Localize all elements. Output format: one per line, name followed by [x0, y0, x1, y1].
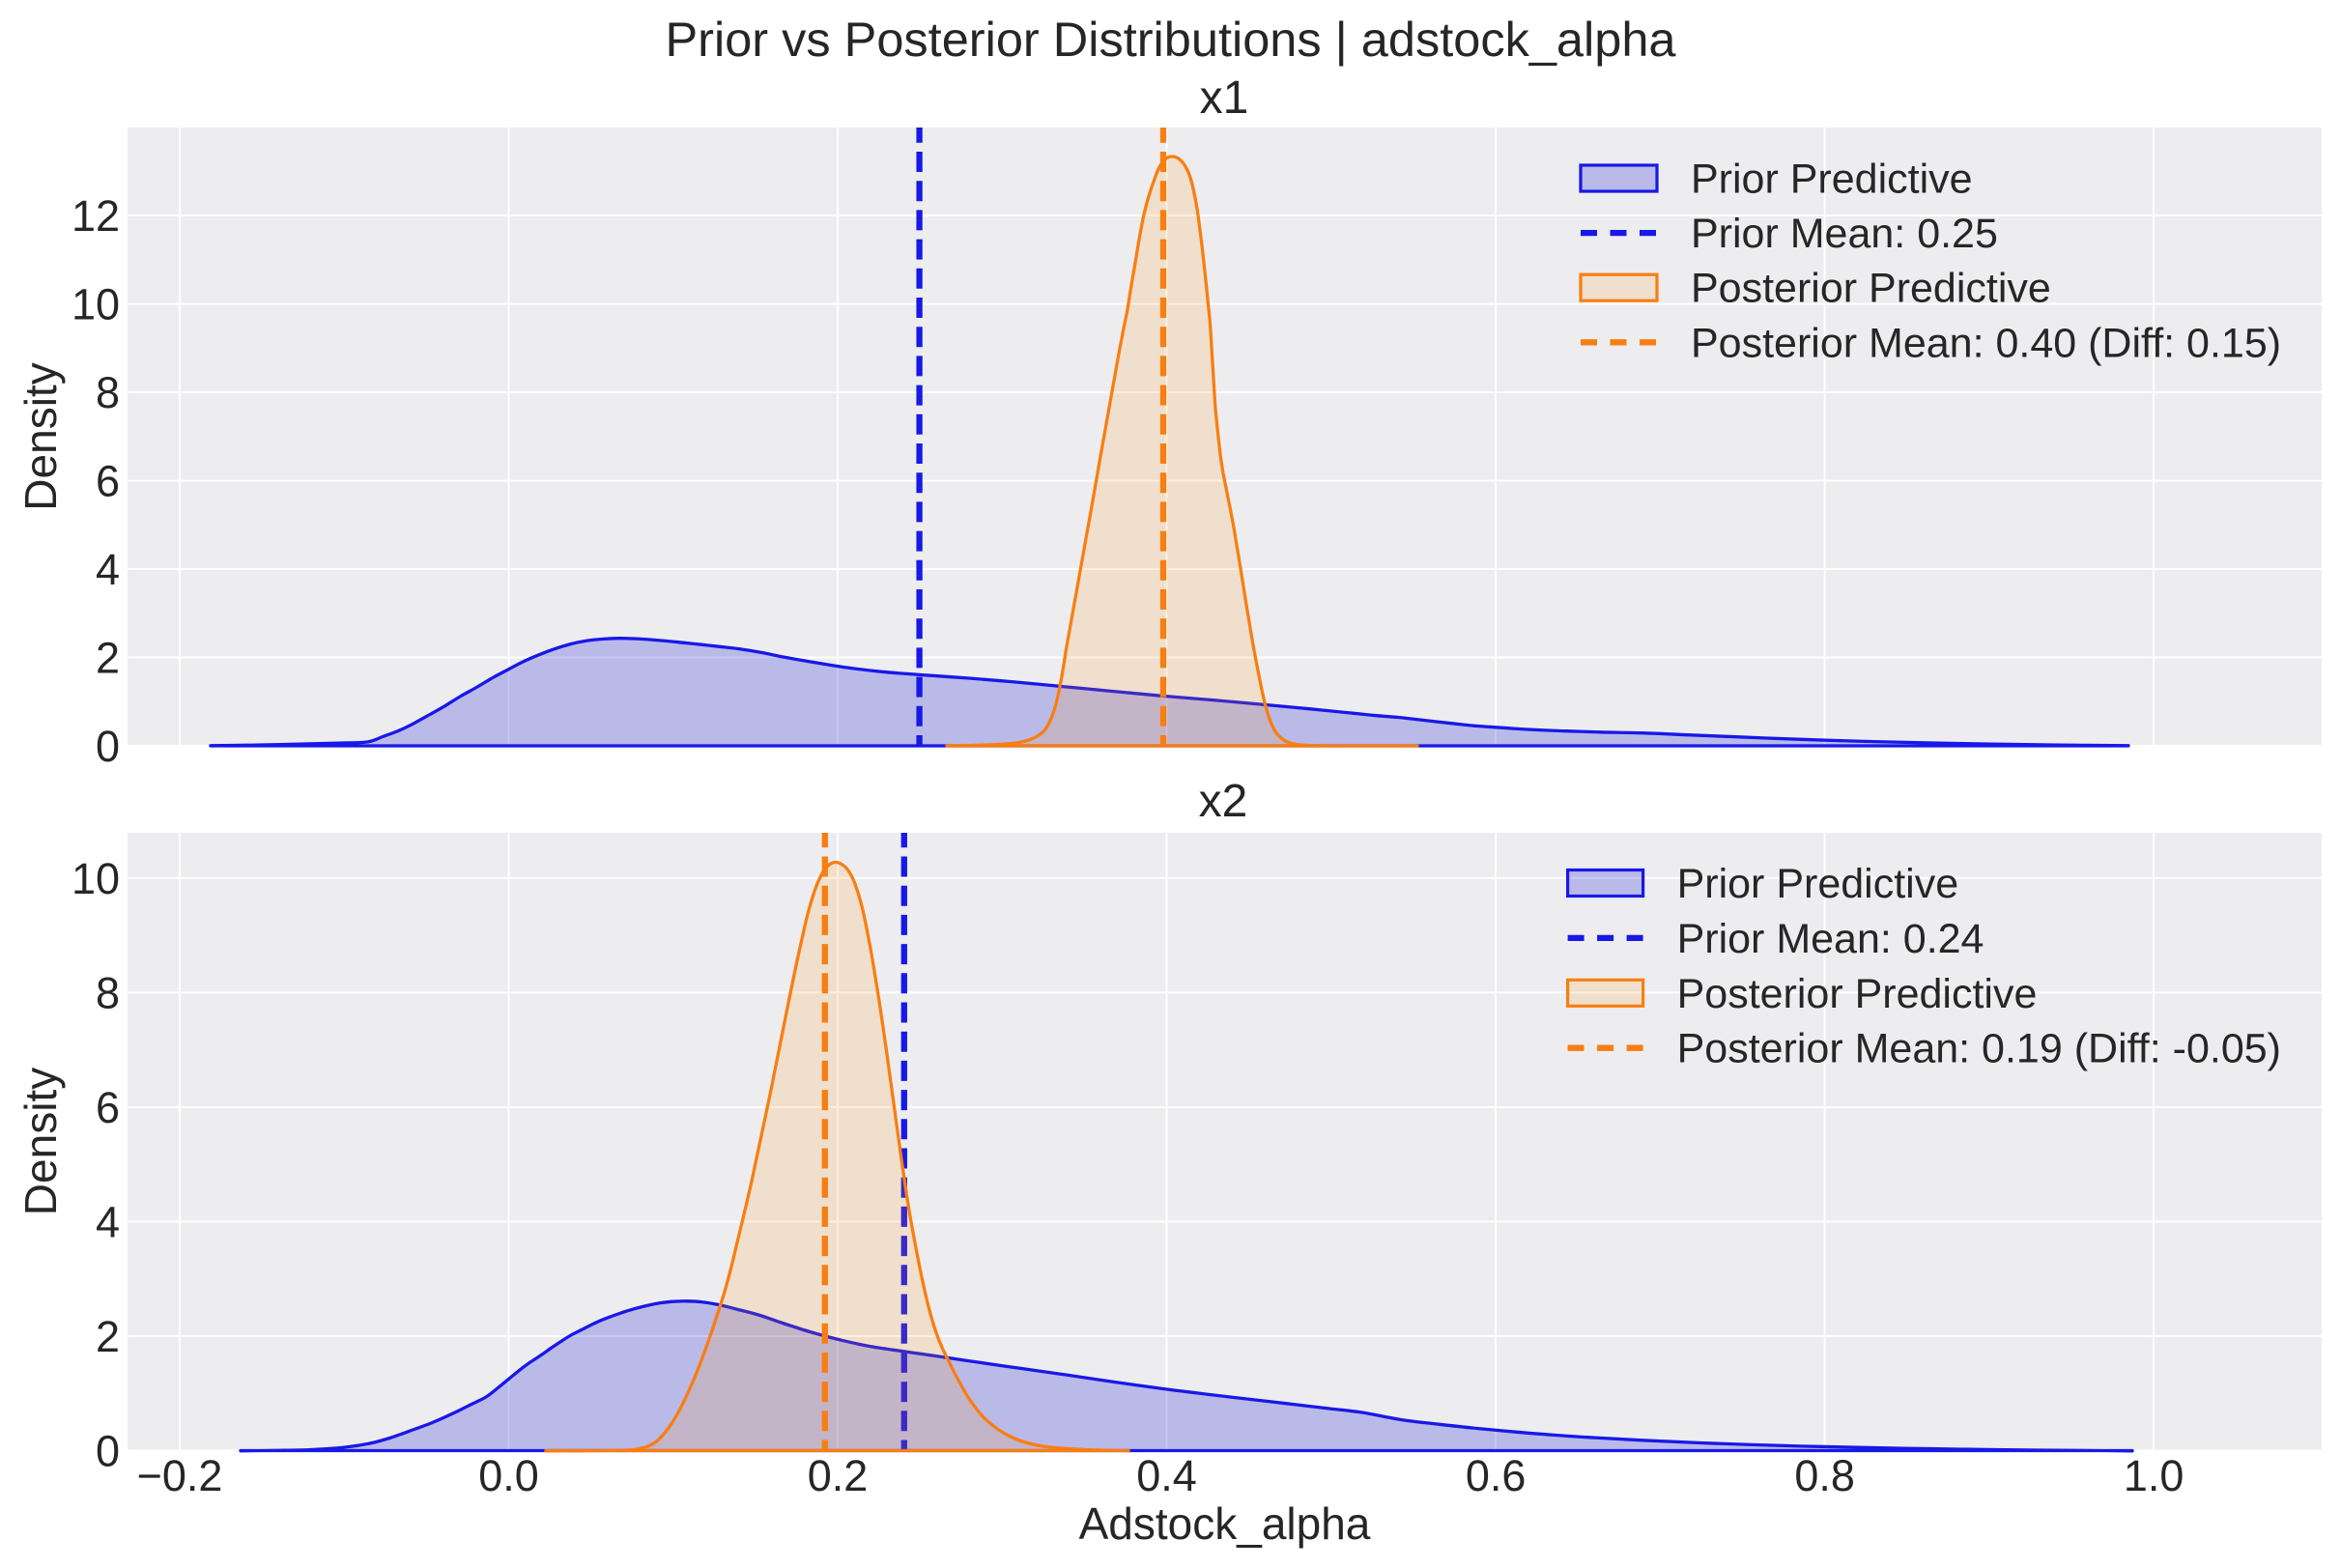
svg-text:0: 0	[96, 722, 120, 771]
svg-text:Density: Density	[15, 1068, 66, 1215]
svg-text:6: 6	[96, 457, 120, 506]
svg-text:x2: x2	[1199, 776, 1248, 827]
svg-text:x1: x1	[1200, 72, 1249, 124]
svg-text:8: 8	[96, 968, 120, 1017]
svg-text:0.8: 0.8	[1794, 1451, 1855, 1500]
svg-text:Prior Predictive: Prior Predictive	[1691, 157, 1973, 203]
svg-text:4: 4	[96, 545, 120, 594]
svg-text:0.6: 0.6	[1466, 1451, 1527, 1500]
svg-text:Posterior Mean: 0.40 (Diff: 0.: Posterior Mean: 0.40 (Diff: 0.15)	[1691, 320, 2281, 366]
svg-text:0: 0	[96, 1427, 120, 1476]
svg-text:4: 4	[96, 1197, 120, 1246]
svg-text:Prior vs Posterior Distributio: Prior vs Posterior Distributions | adsto…	[665, 12, 1676, 67]
svg-text:Prior Mean: 0.24: Prior Mean: 0.24	[1677, 916, 1984, 962]
svg-text:Posterior Predictive: Posterior Predictive	[1691, 266, 2051, 312]
svg-text:12: 12	[71, 191, 120, 241]
svg-text:Density: Density	[15, 362, 66, 510]
svg-text:1.0: 1.0	[2124, 1451, 2184, 1500]
svg-text:Posterior Mean: 0.19 (Diff: -0: Posterior Mean: 0.19 (Diff: -0.05)	[1677, 1026, 2281, 1072]
svg-text:Prior Predictive: Prior Predictive	[1677, 861, 1959, 907]
svg-text:Adstock_alpha: Adstock_alpha	[1079, 1498, 1371, 1549]
svg-text:0.2: 0.2	[808, 1451, 869, 1500]
svg-text:Prior Mean: 0.25: Prior Mean: 0.25	[1691, 211, 1998, 257]
svg-text:6: 6	[96, 1083, 120, 1132]
svg-text:10: 10	[71, 280, 120, 329]
svg-text:Posterior Predictive: Posterior Predictive	[1677, 971, 2038, 1017]
svg-text:−0.2: −0.2	[137, 1451, 223, 1500]
svg-text:0.4: 0.4	[1136, 1451, 1197, 1500]
svg-text:2: 2	[96, 634, 120, 683]
svg-text:2: 2	[96, 1312, 120, 1361]
svg-text:8: 8	[96, 368, 120, 417]
svg-text:10: 10	[71, 854, 120, 903]
svg-text:0.0: 0.0	[478, 1451, 539, 1500]
